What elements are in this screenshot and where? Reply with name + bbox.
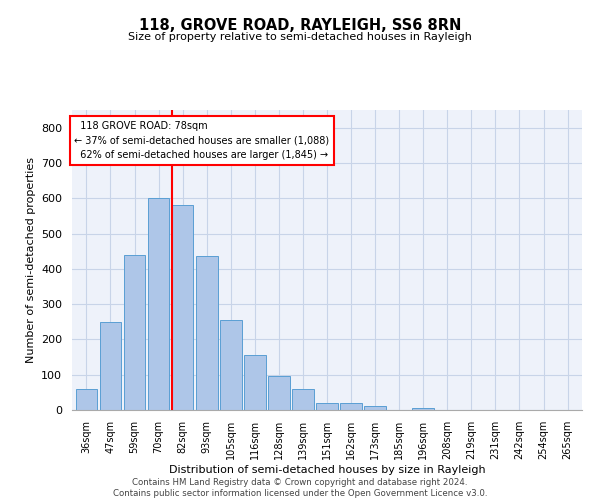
Bar <box>220 320 242 410</box>
Y-axis label: Number of semi-detached properties: Number of semi-detached properties <box>26 157 35 363</box>
Bar <box>196 256 218 410</box>
X-axis label: Distribution of semi-detached houses by size in Rayleigh: Distribution of semi-detached houses by … <box>169 464 485 474</box>
Bar <box>268 376 290 410</box>
Bar <box>100 322 121 410</box>
Text: Contains HM Land Registry data © Crown copyright and database right 2024.
Contai: Contains HM Land Registry data © Crown c… <box>113 478 487 498</box>
Bar <box>340 403 362 410</box>
Text: 118 GROVE ROAD: 78sqm
← 37% of semi-detached houses are smaller (1,088)
  62% of: 118 GROVE ROAD: 78sqm ← 37% of semi-deta… <box>74 120 329 160</box>
Bar <box>76 389 97 410</box>
Bar <box>412 408 434 410</box>
Text: 118, GROVE ROAD, RAYLEIGH, SS6 8RN: 118, GROVE ROAD, RAYLEIGH, SS6 8RN <box>139 18 461 32</box>
Bar <box>316 403 338 410</box>
Bar <box>244 356 266 410</box>
Text: Size of property relative to semi-detached houses in Rayleigh: Size of property relative to semi-detach… <box>128 32 472 42</box>
Bar <box>172 206 193 410</box>
Bar <box>148 198 169 410</box>
Bar <box>292 389 314 410</box>
Bar <box>364 406 386 410</box>
Bar <box>124 254 145 410</box>
